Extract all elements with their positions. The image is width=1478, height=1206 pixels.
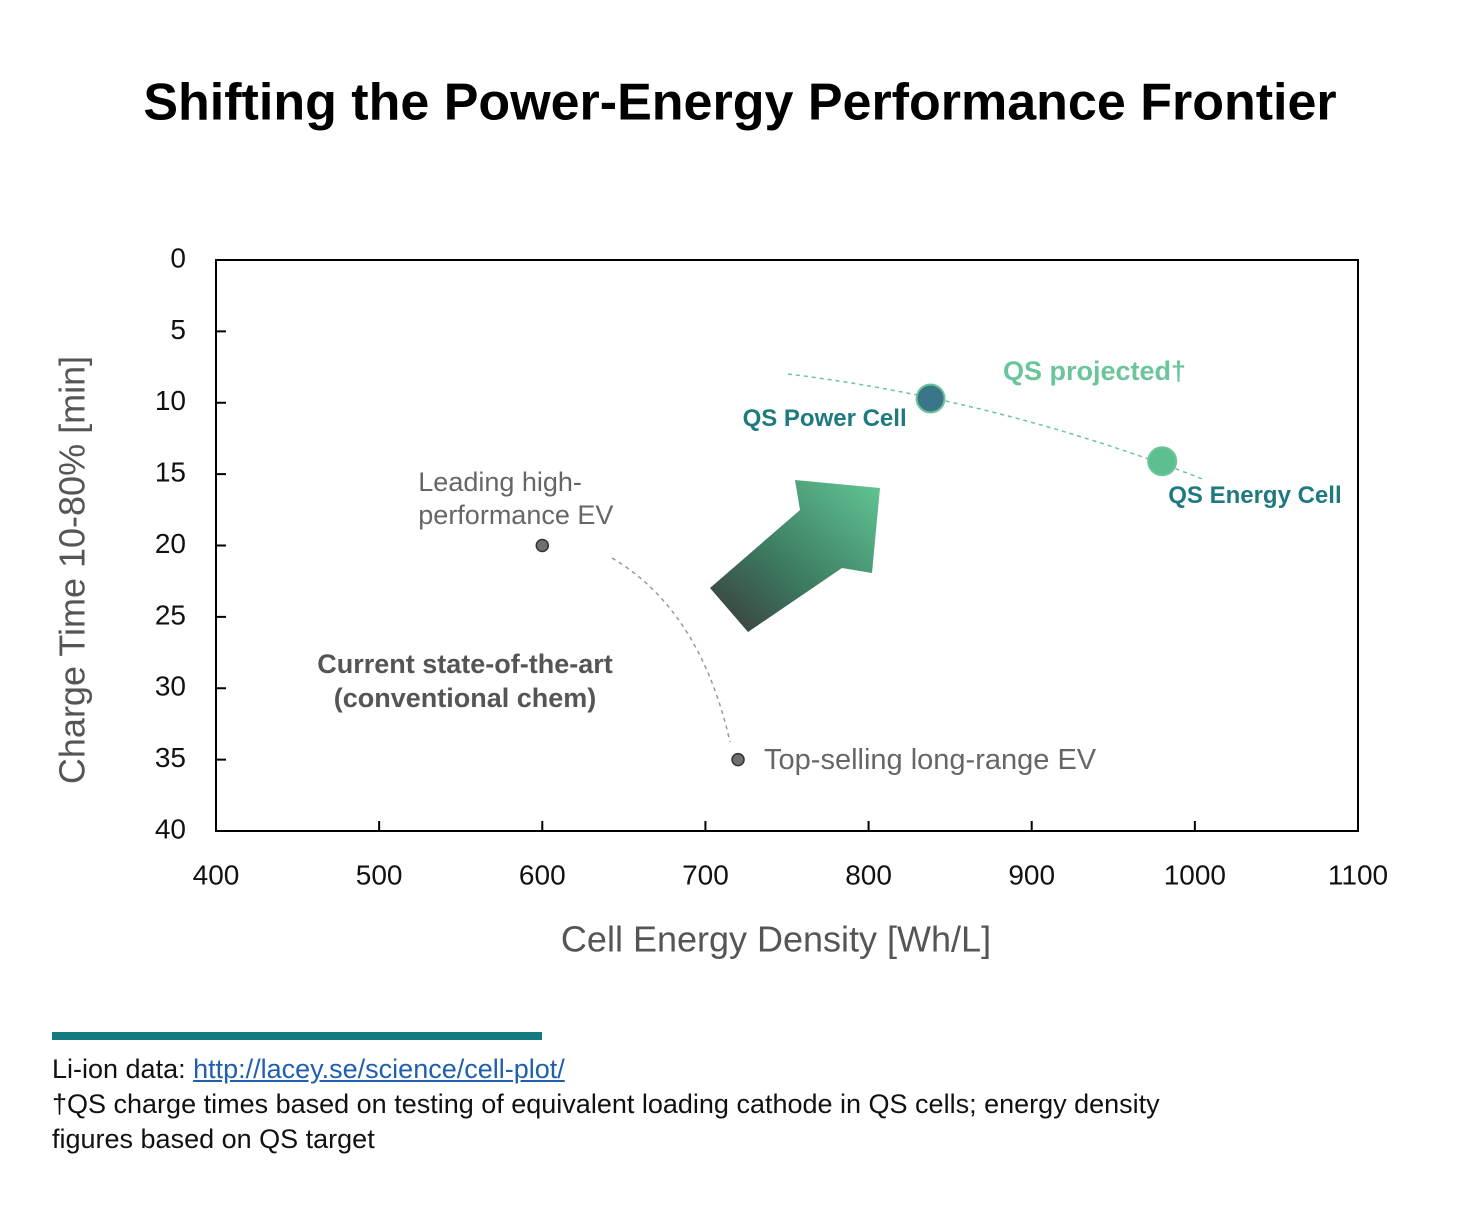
y-tick-label: 40 (155, 813, 186, 844)
source-prefix: Li-ion data: (52, 1054, 194, 1084)
point (915, 383, 946, 414)
chart-title: Shifting the Power-Energy Performance Fr… (143, 74, 1336, 132)
point (731, 752, 745, 767)
source-line: Li-ion data: http://lacey.se/science/cel… (52, 1052, 1162, 1087)
y-tick-label: 30 (155, 671, 186, 702)
x-tick-label: 1000 (1164, 859, 1226, 890)
x-tick-label: 1100 (1328, 859, 1388, 890)
footnote: †QS charge times based on testing of equ… (52, 1089, 1160, 1154)
y-tick-label: 10 (155, 385, 186, 416)
point-label: QS Energy Cell (1168, 482, 1342, 510)
point (1147, 446, 1178, 477)
point (535, 538, 550, 553)
x-tick-label: 600 (519, 859, 566, 890)
point-label: Top-selling long-range EV (764, 743, 1097, 776)
y-tick-label: 20 (155, 528, 186, 559)
y-tick-label: 25 (155, 599, 186, 630)
y-tick-label: 0 (170, 242, 186, 273)
x-tick-label: 500 (356, 859, 403, 890)
y-tick-label: 35 (155, 742, 186, 773)
x-tick-label: 800 (845, 859, 892, 890)
frontier-curve (611, 557, 731, 743)
y-tick-label: 5 (170, 314, 186, 345)
annotation: QS projected† (1003, 356, 1187, 386)
annotation: Current state-of-the-art (conventional c… (317, 649, 613, 713)
source-link[interactable]: http://lacey.se/science/cell-plot/ (193, 1054, 565, 1084)
point-label: Leading high- performance EV (418, 466, 614, 531)
shift-arrow (710, 480, 880, 632)
x-tick-label: 900 (1008, 859, 1055, 890)
y-axis-title: Charge Time 10-80% [min] (52, 356, 93, 784)
footer-rule (52, 1032, 542, 1040)
x-tick-label: 700 (682, 859, 729, 890)
point-label: QS Power Cell (742, 405, 907, 433)
x-tick-label: 400 (193, 859, 240, 890)
qs-frontier-curve (787, 373, 1206, 481)
y-tick-label: 15 (155, 457, 186, 488)
footer: Li-ion data: http://lacey.se/science/cel… (52, 1032, 1162, 1157)
chart: Shifting the Power-Energy Performance Fr… (52, 74, 1389, 960)
x-axis-title: Cell Energy Density [Wh/L] (561, 919, 991, 960)
